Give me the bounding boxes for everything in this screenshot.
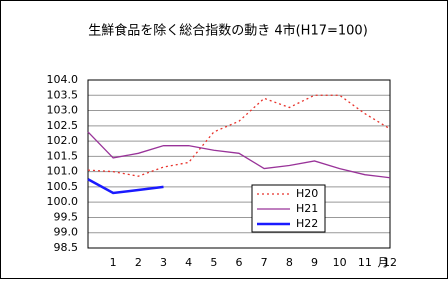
x-tick-label: 4 (185, 256, 192, 269)
x-tick-label: 12 (383, 256, 397, 269)
plot-border (87, 79, 391, 249)
series-line (87, 131, 391, 179)
x-tick-label: 1 (110, 256, 117, 269)
x-tick-label: 5 (210, 256, 217, 269)
legend-label: H20 (296, 187, 318, 200)
series-line (87, 178, 164, 195)
y-tick-label: 103.0 (47, 104, 79, 117)
y-tick-label: 100.5 (47, 180, 79, 193)
x-axis-label: 月 (378, 256, 389, 269)
y-tick-label: 98.5 (54, 241, 79, 254)
y-tick-label: 102.0 (47, 134, 79, 147)
x-tick-label: 2 (135, 256, 142, 269)
y-tick-label: 99.5 (54, 210, 79, 223)
y-tick-label: 104.0 (47, 73, 79, 86)
x-tick-label: 6 (236, 256, 243, 269)
y-tick-label: 103.5 (47, 88, 79, 101)
x-tick-label: 9 (311, 256, 318, 269)
x-tick-label: 7 (261, 256, 268, 269)
legend-label: H21 (296, 202, 318, 215)
y-tick-label: 102.5 (47, 119, 79, 132)
x-tick-label: 3 (160, 256, 167, 269)
x-tick-label: 11 (358, 256, 372, 269)
y-tick-label: 101.0 (47, 165, 79, 178)
chart-title: 生鮮食品を除く総合指数の動き 4市(H17=100) (88, 23, 368, 39)
y-tick-label: 99.0 (54, 226, 79, 239)
x-tick-label: 10 (333, 256, 347, 269)
y-tick-label: 101.5 (47, 149, 79, 162)
series-line (87, 94, 391, 177)
legend-label: H22 (296, 217, 318, 230)
y-tick-label: 100.0 (47, 195, 79, 208)
x-tick-label: 8 (286, 256, 293, 269)
